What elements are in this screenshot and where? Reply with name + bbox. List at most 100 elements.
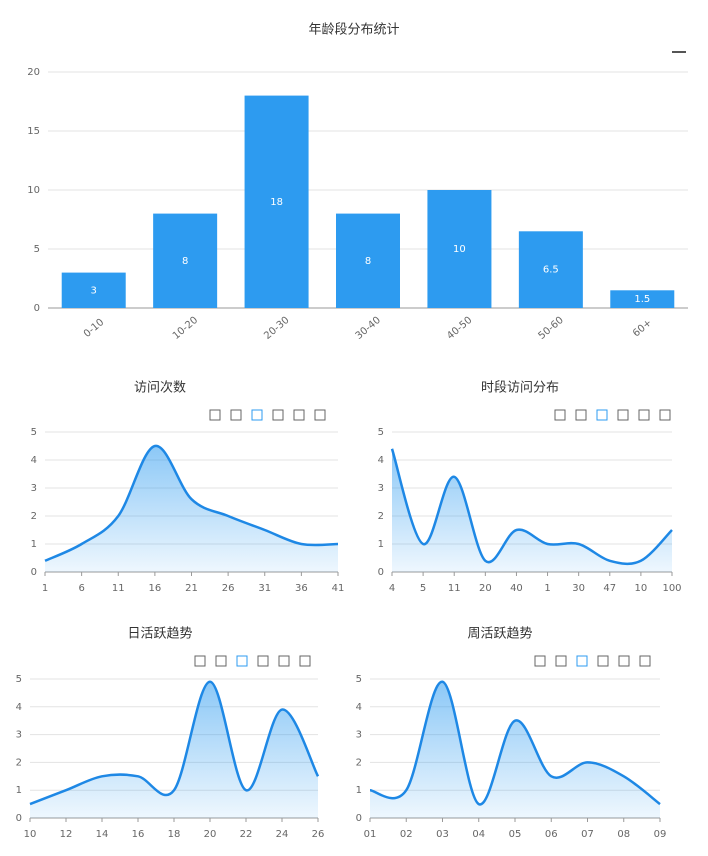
x-tick-label: 20 <box>204 829 217 840</box>
line <box>390 448 673 566</box>
x-tick-label: 50-60 <box>537 315 566 342</box>
y-tick-label: 3 <box>31 483 37 494</box>
y-tick-label: 5 <box>31 427 37 438</box>
x-tick-label: 1 <box>42 583 48 594</box>
x-tick-label: 1 <box>544 583 550 594</box>
y-tick-label: 10 <box>27 185 40 196</box>
y-tick-label: 5 <box>378 427 384 438</box>
x-tick-label: 100 <box>662 583 681 594</box>
x-tick-label: 06 <box>545 829 558 840</box>
data-label: 1.5 <box>634 294 650 305</box>
toolbox-icon[interactable] <box>194 655 206 667</box>
line <box>369 680 661 806</box>
x-tick-label: 0-10 <box>82 317 106 340</box>
area <box>370 681 660 818</box>
toolbox-icon[interactable] <box>555 655 567 667</box>
toolbox-icon[interactable] <box>230 409 242 421</box>
toolbox-icon[interactable] <box>215 655 227 667</box>
data-label: 18 <box>270 197 283 208</box>
toolbox-icon[interactable] <box>257 655 269 667</box>
x-tick-label: 08 <box>617 829 630 840</box>
x-tick-label: 60+ <box>631 317 654 339</box>
toolbox-icon[interactable] <box>534 655 546 667</box>
toolbox-icon[interactable] <box>596 409 608 421</box>
y-tick-label: 0 <box>378 567 384 578</box>
line <box>44 444 339 562</box>
toolbox-icon[interactable] <box>639 655 651 667</box>
x-tick-label: 04 <box>472 829 485 840</box>
x-tick-label: 5 <box>420 583 426 594</box>
y-tick-label: 2 <box>378 511 384 522</box>
y-tick-label: 2 <box>16 757 22 768</box>
bar <box>518 231 583 308</box>
toolbox-icon[interactable] <box>278 655 290 667</box>
bar <box>610 290 675 308</box>
x-tick-label: 40 <box>510 583 523 594</box>
toolbox-icon[interactable] <box>251 409 263 421</box>
y-tick-label: 2 <box>31 511 37 522</box>
toolbox-icon[interactable] <box>617 409 629 421</box>
toolbox-icon[interactable] <box>576 655 588 667</box>
y-tick-label: 5 <box>34 244 40 255</box>
x-tick-label: 10-20 <box>171 315 200 342</box>
y-tick-label: 20 <box>27 67 40 78</box>
chart-title: 访问次数 <box>134 380 186 396</box>
x-tick-label: 31 <box>258 583 271 594</box>
x-tick-label: 4 <box>389 583 395 594</box>
toolbox-icon[interactable] <box>299 655 311 667</box>
data-label: 10 <box>453 244 466 255</box>
x-tick-label: 36 <box>295 583 308 594</box>
y-tick-label: 0 <box>31 567 37 578</box>
y-tick-label: 1 <box>378 539 384 550</box>
toolbox-icon[interactable] <box>597 655 609 667</box>
data-label: 8 <box>182 256 188 267</box>
x-tick-label: 30 <box>572 583 585 594</box>
x-tick-label: 10 <box>24 829 37 840</box>
y-tick-label: 15 <box>27 126 40 137</box>
y-tick-label: 1 <box>356 785 362 796</box>
toolbox-icon[interactable] <box>272 409 284 421</box>
toolbox-icon[interactable] <box>314 409 326 421</box>
toolbox-icon[interactable] <box>618 655 630 667</box>
y-tick-label: 4 <box>31 455 37 466</box>
x-tick-label: 02 <box>400 829 413 840</box>
x-tick-label: 41 <box>332 583 345 594</box>
chart-title: 年龄段分布统计 <box>308 23 399 38</box>
x-tick-label: 07 <box>581 829 594 840</box>
toolbox-icon[interactable] <box>638 409 650 421</box>
x-tick-label: 40-50 <box>445 315 474 342</box>
y-tick-label: 5 <box>356 674 362 685</box>
x-tick-label: 11 <box>448 583 461 594</box>
x-tick-label: 11 <box>112 583 125 594</box>
y-tick-label: 1 <box>31 539 37 550</box>
area <box>392 448 672 572</box>
x-tick-label: 20 <box>479 583 492 594</box>
bar <box>336 213 400 308</box>
toolbox-icon[interactable] <box>293 409 305 421</box>
x-tick-label: 22 <box>240 829 253 840</box>
toolbox-icon[interactable] <box>554 409 566 421</box>
toolbox-icon[interactable] <box>659 409 671 421</box>
x-tick-label: 16 <box>149 583 162 594</box>
toolbox-icon[interactable] <box>236 655 248 667</box>
x-tick-label: 26 <box>222 583 235 594</box>
line <box>29 680 320 806</box>
x-tick-label: 30-40 <box>354 315 383 342</box>
y-tick-label: 0 <box>16 813 22 824</box>
bar <box>61 272 126 308</box>
x-tick-label: 03 <box>436 829 449 840</box>
data-label: 6.5 <box>543 265 559 276</box>
x-tick-label: 47 <box>603 583 616 594</box>
toolbox-icon[interactable] <box>575 409 587 421</box>
x-tick-label: 26 <box>312 829 325 840</box>
area <box>30 681 318 818</box>
toolbox-icon[interactable] <box>209 409 221 421</box>
x-tick-label: 24 <box>276 829 289 840</box>
y-tick-label: 0 <box>34 303 40 314</box>
data-label: 8 <box>365 256 371 267</box>
x-tick-label: 21 <box>185 583 198 594</box>
y-tick-label: 4 <box>378 455 384 466</box>
x-tick-label: 14 <box>96 829 109 840</box>
